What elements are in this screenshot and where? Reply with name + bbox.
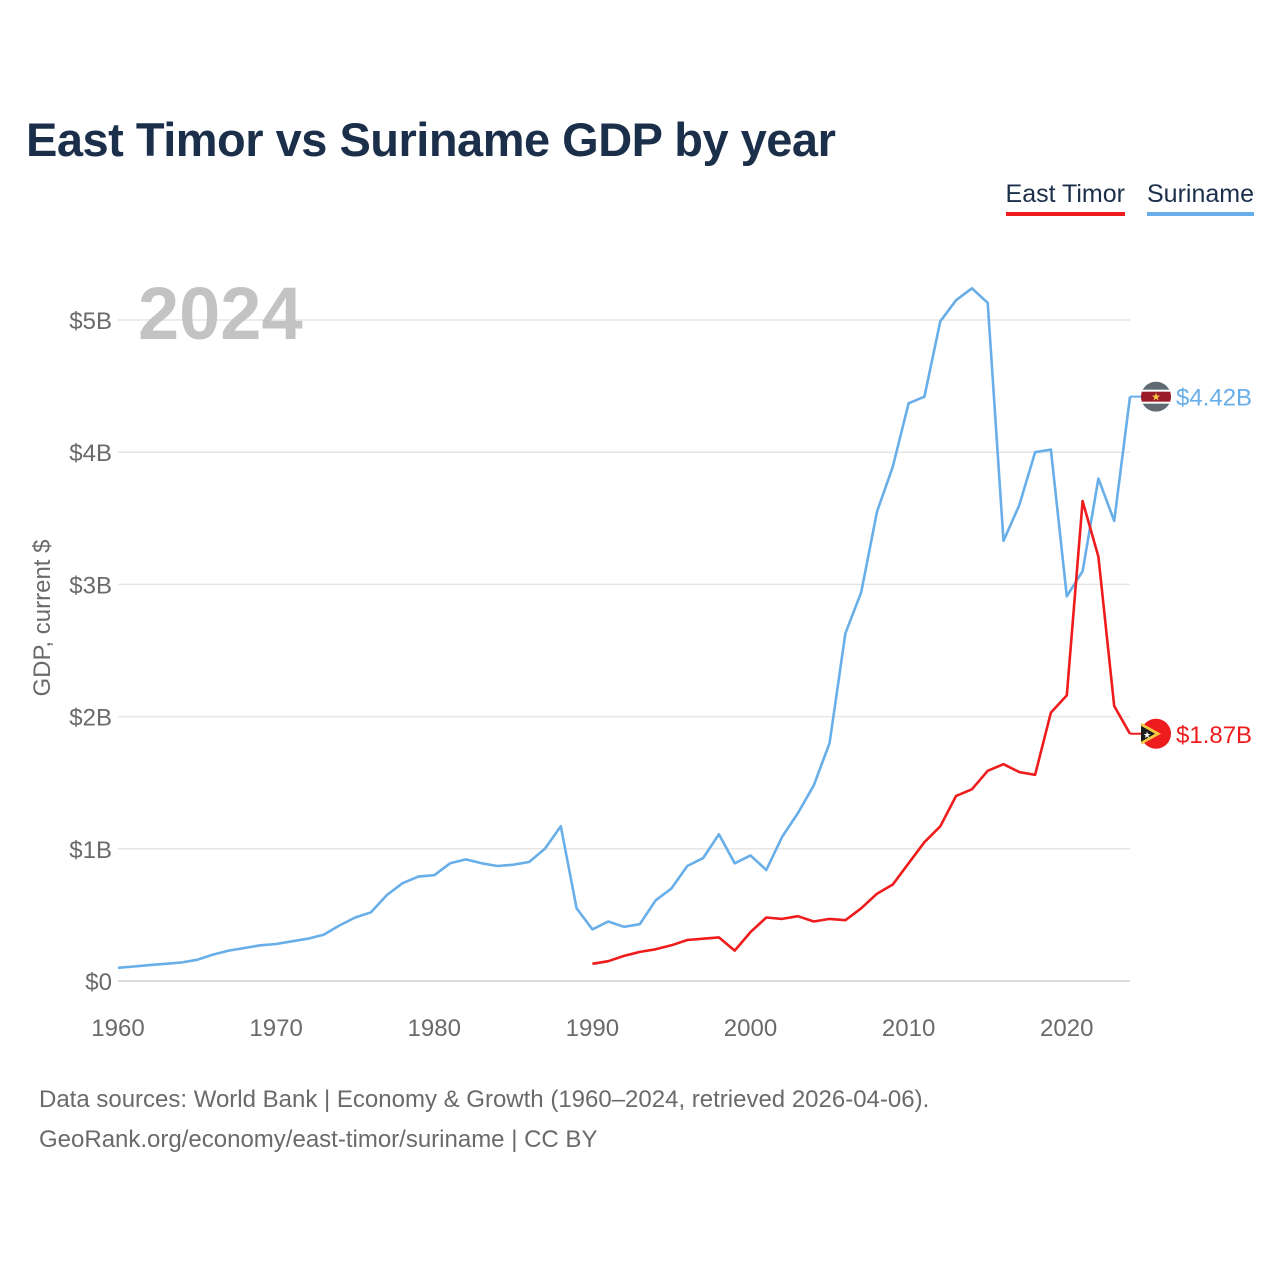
source-line-1: Data sources: World Bank | Economy & Gro… bbox=[39, 1086, 930, 1113]
y-tick-label: $2B bbox=[69, 705, 112, 732]
y-tick-label: $1B bbox=[69, 837, 112, 864]
x-tick-label: 2010 bbox=[882, 1015, 935, 1042]
y-axis-ticks: $0 $1B $2B $3B $4B $5B bbox=[69, 308, 112, 996]
end-value-label-suriname: $4.42B bbox=[1176, 385, 1252, 412]
chart-title: East Timor vs Suriname GDP by year bbox=[26, 113, 836, 166]
east-timor-flag-icon: ★ bbox=[1141, 718, 1171, 749]
year-watermark: 2024 bbox=[138, 272, 303, 355]
x-tick-label: 1980 bbox=[408, 1015, 461, 1042]
series-lines bbox=[117, 286, 1132, 970]
x-tick-label: 1970 bbox=[249, 1015, 302, 1042]
svg-text:★: ★ bbox=[1151, 391, 1161, 404]
suriname-flag-icon: ★ bbox=[1141, 381, 1171, 412]
legend-item-suriname[interactable]: Suriname bbox=[1147, 180, 1254, 216]
y-tick-label: $0 bbox=[85, 969, 112, 996]
series-end-markers: ★ $4.42B ★ $1.87B bbox=[1130, 381, 1252, 749]
gridlines bbox=[118, 319, 1130, 982]
x-tick-label: 1990 bbox=[566, 1015, 619, 1042]
x-tick-label: 1960 bbox=[91, 1015, 144, 1042]
source-note: Data sources: World Bank | Economy & Gro… bbox=[39, 1080, 929, 1160]
y-tick-label: $5B bbox=[69, 308, 112, 335]
series-line-suriname[interactable] bbox=[117, 286, 1132, 970]
legend: East Timor Suriname bbox=[1005, 180, 1254, 216]
y-axis-label: GDP, current $ bbox=[29, 540, 56, 697]
svg-text:★: ★ bbox=[1143, 731, 1151, 741]
x-tick-label: 2000 bbox=[724, 1015, 777, 1042]
end-value-label-east-timor: $1.87B bbox=[1176, 722, 1252, 749]
y-tick-label: $4B bbox=[69, 440, 112, 467]
legend-item-east-timor[interactable]: East Timor bbox=[1005, 180, 1125, 216]
gdp-line-chart: 2024 GDP, current $ $0 $1B $2B $3B $4B $5B 19… bbox=[29, 272, 1252, 1042]
source-line-2[interactable]: GeoRank.org/economy/east-timor/suriname … bbox=[39, 1126, 598, 1153]
series-line-east-timor[interactable] bbox=[592, 499, 1132, 966]
x-tick-label: 2020 bbox=[1040, 1015, 1093, 1042]
y-tick-label: $3B bbox=[69, 572, 112, 599]
x-axis-ticks: 1960 1970 1980 1990 2000 2010 2020 bbox=[91, 1015, 1093, 1042]
